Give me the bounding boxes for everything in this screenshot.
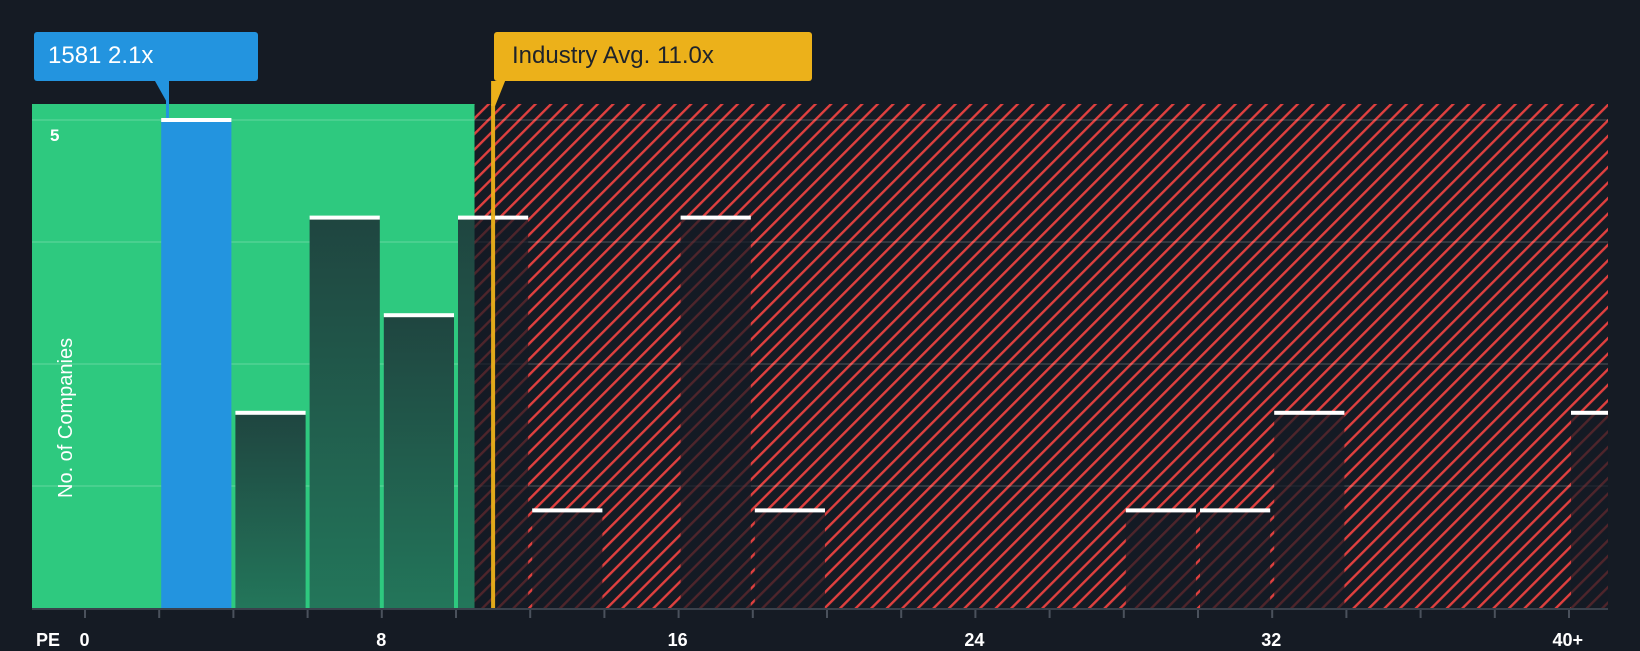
histogram-bar (1571, 410, 1608, 608)
valuation-zones (32, 104, 1608, 608)
value-markers (155, 81, 506, 608)
industry-average-callout: Industry Avg. 11.0x (494, 32, 812, 81)
histogram-bar (383, 313, 454, 608)
bar-cap (1200, 508, 1271, 513)
x-axis (32, 608, 1608, 618)
histogram-bar (235, 410, 306, 608)
histogram-bars (161, 118, 1608, 608)
x-tick-label: 16 (667, 630, 688, 650)
x-tick-label: 32 (1261, 630, 1282, 650)
bar-cap (161, 118, 232, 122)
histogram-bar (1125, 508, 1196, 608)
histogram-bar (1274, 410, 1345, 608)
histogram-bar (754, 508, 825, 608)
bar-cap (1571, 410, 1608, 415)
x-tick-label: 8 (376, 630, 387, 650)
bar-cap (1125, 508, 1196, 513)
x-tick-label: 24 (964, 630, 985, 650)
bar-cap (309, 215, 380, 220)
histogram-bar (680, 215, 751, 608)
industry-average-line (491, 104, 496, 608)
y-axis-label: No. of Companies (55, 337, 77, 498)
overvalued-zone (474, 104, 1608, 608)
company-pe-callout: 1581 2.1x (34, 32, 258, 81)
bar-cap (235, 410, 306, 415)
histogram-bar (458, 215, 529, 608)
bar-cap (383, 313, 454, 318)
industry-callout-pointer (491, 81, 506, 106)
company-callout-pointer (155, 81, 169, 106)
bar-cap (532, 508, 603, 513)
bar-cap (754, 508, 825, 513)
histogram-bar (309, 215, 380, 608)
company-bar (161, 118, 232, 608)
x-axis-prefix: PE (36, 630, 61, 650)
bar-cap (1274, 410, 1345, 415)
x-tick-label: 0 (79, 630, 90, 650)
y-top-tick-label: 5 (50, 126, 60, 145)
histogram-bar (1200, 508, 1271, 608)
x-tick-label: 40+ (1552, 630, 1584, 650)
histogram-bar (532, 508, 603, 608)
bar-cap (680, 215, 751, 220)
